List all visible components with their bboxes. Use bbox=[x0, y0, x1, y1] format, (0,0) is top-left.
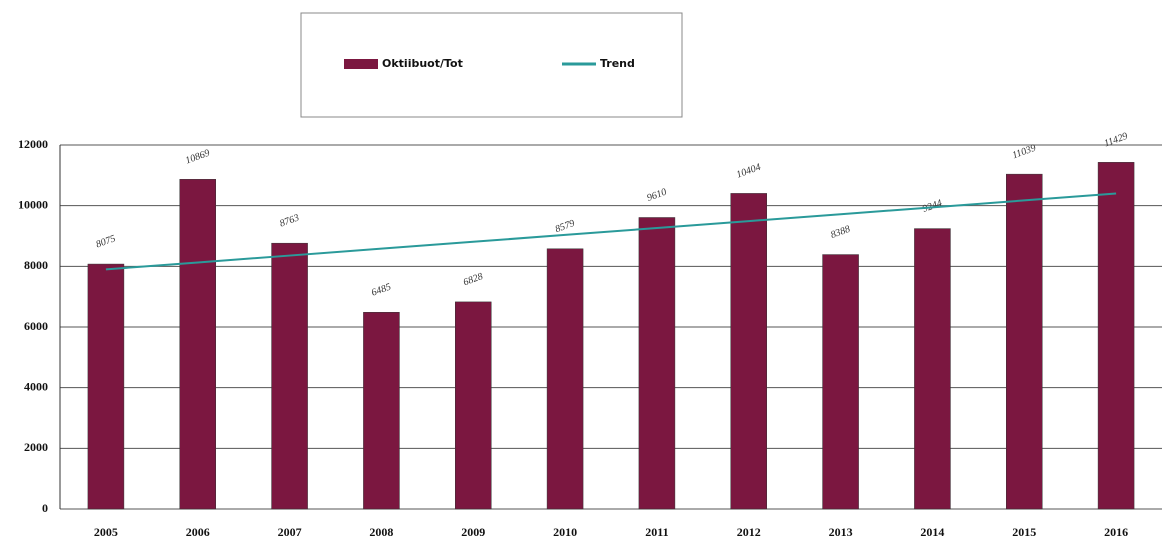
x-tick-label: 2014 bbox=[920, 525, 944, 539]
bar bbox=[1006, 173, 1043, 510]
bar bbox=[271, 242, 308, 510]
value-label: 8075 bbox=[95, 233, 118, 250]
legend-label: Trend bbox=[600, 57, 635, 70]
x-tick-label: 2008 bbox=[369, 525, 393, 539]
y-tick-label: 6000 bbox=[24, 319, 48, 333]
x-tick-label: 2006 bbox=[186, 525, 210, 539]
value-label: 10404 bbox=[735, 162, 762, 181]
x-tick-label: 2013 bbox=[829, 525, 853, 539]
value-label: 10869 bbox=[184, 148, 211, 167]
x-tick-label: 2009 bbox=[461, 525, 485, 539]
value-label: 8579 bbox=[554, 218, 577, 235]
bar bbox=[1097, 162, 1135, 510]
bar bbox=[455, 301, 492, 510]
x-tick-label: 2012 bbox=[737, 525, 761, 539]
y-tick-label: 0 bbox=[42, 501, 48, 515]
bar bbox=[638, 217, 676, 510]
legend-swatch bbox=[344, 59, 378, 69]
bar bbox=[546, 248, 584, 510]
legend-label: Oktiibuot/Tot bbox=[382, 57, 463, 70]
x-tick-label: 2015 bbox=[1012, 525, 1036, 539]
y-tick-label: 8000 bbox=[24, 258, 48, 272]
value-label: 8763 bbox=[278, 212, 301, 229]
y-tick-label: 2000 bbox=[24, 440, 48, 454]
value-label: 6485 bbox=[370, 282, 393, 299]
x-tick-label: 2016 bbox=[1104, 525, 1128, 539]
bar bbox=[179, 179, 216, 510]
value-label: 9610 bbox=[646, 187, 669, 204]
x-tick-label: 2005 bbox=[94, 525, 118, 539]
x-tick-label: 2011 bbox=[645, 525, 668, 539]
value-label: 8388 bbox=[829, 224, 852, 241]
x-tick-label: 2007 bbox=[278, 525, 302, 539]
bar bbox=[363, 312, 400, 510]
x-tick-label: 2010 bbox=[553, 525, 577, 539]
y-tick-label: 4000 bbox=[24, 379, 48, 393]
value-label: 11429 bbox=[1103, 131, 1130, 150]
bar bbox=[730, 193, 767, 510]
value-label: 6828 bbox=[462, 271, 485, 288]
bar bbox=[914, 228, 951, 510]
bar bbox=[87, 263, 125, 510]
y-tick-label: 10000 bbox=[18, 197, 48, 211]
trend-line bbox=[105, 192, 1117, 271]
y-tick-label: 12000 bbox=[18, 137, 48, 151]
bar bbox=[822, 254, 859, 510]
